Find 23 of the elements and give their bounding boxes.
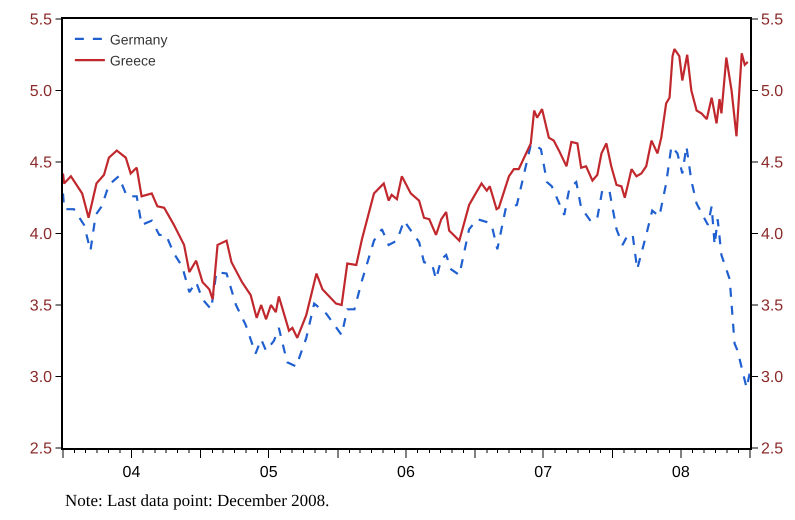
x-tick-label: 08 [672,464,690,481]
y-tick-label: 4.5 [30,154,52,172]
y-tick-label: 5.0 [30,83,52,100]
y2-tick-label: 4.5 [760,154,784,172]
x-tick-label: 04 [122,464,140,481]
y2-tick-label: 4.0 [760,226,784,244]
y2-tick-label: 3.0 [760,369,784,386]
y-tick-label: 2.5 [30,440,52,458]
text: Note: Last data point: December 2008. [65,491,330,510]
legend-label: Germany [110,31,168,48]
y-tick-label: 3.0 [30,369,52,386]
y2-tick-label: 5.0 [760,83,784,100]
line-series [63,48,749,339]
x-tick-label: 05 [260,464,278,481]
x-tick-label: 06 [397,464,415,481]
y-tick-label: 4.0 [30,226,52,244]
y-tick-label: 5.5 [30,12,52,29]
y2-tick-label: 3.5 [760,298,784,315]
y-tick-label: 3.5 [30,298,52,315]
y2-tick-label: 5.5 [760,12,784,29]
y2-tick-label: 2.5 [760,440,784,458]
x-tick-label: 07 [534,464,552,481]
legend-label: Greece [110,52,156,69]
